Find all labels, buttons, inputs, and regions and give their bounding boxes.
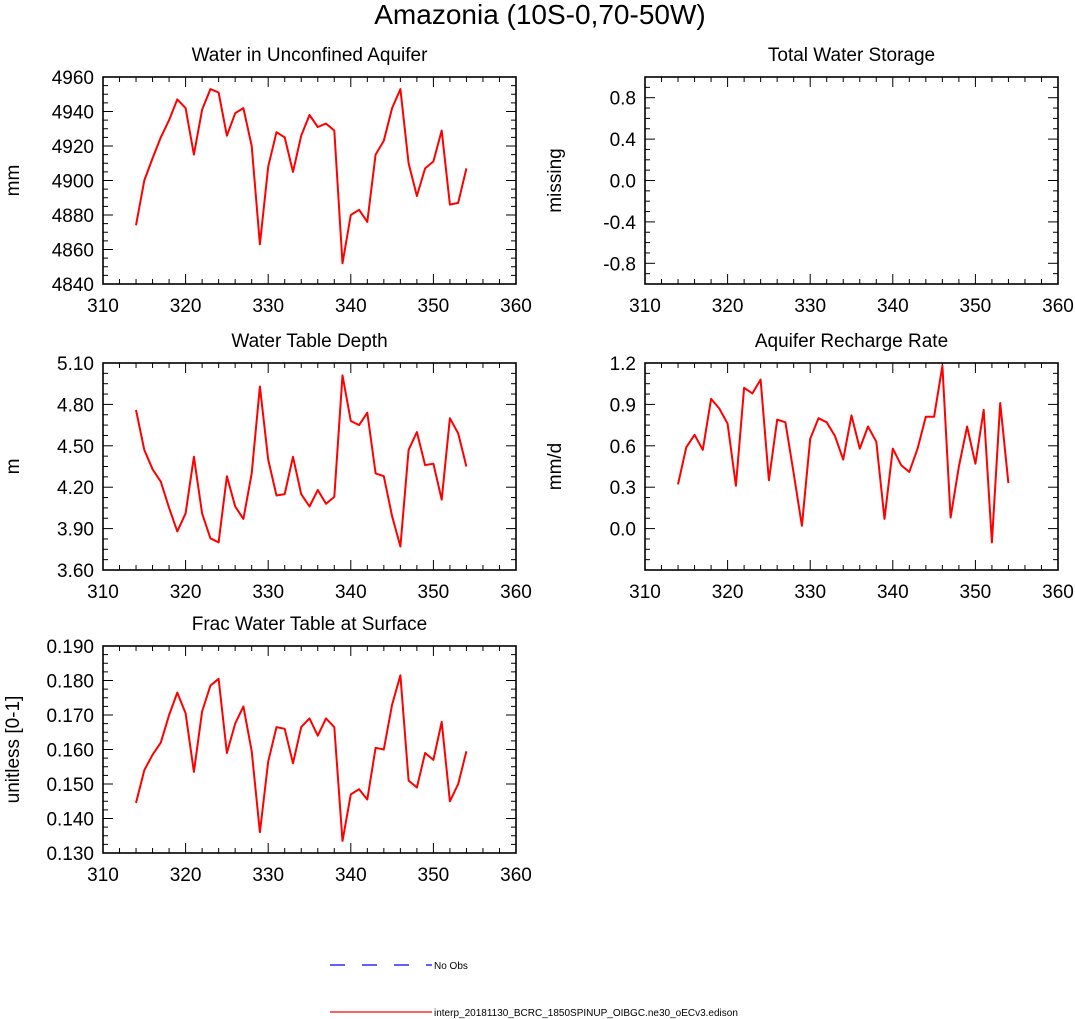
x-tick-label: 360 (500, 296, 532, 317)
x-tick-label: 350 (418, 296, 450, 317)
x-tick-label: 350 (418, 582, 450, 603)
panel-title: Total Water Storage (768, 45, 935, 66)
x-tick-label: 360 (1042, 296, 1074, 317)
y-tick-label: 0.140 (46, 810, 94, 831)
x-tick-label: 340 (335, 865, 367, 886)
x-tick-label: 340 (335, 296, 367, 317)
y-tick-label: 4940 (52, 103, 94, 124)
y-tick-label: 0.0 (610, 520, 636, 541)
panel-frac: Frac Water Table at Surface 310 320 330 340 3… (3, 614, 532, 886)
y-tick-label: 0.160 (46, 741, 94, 762)
y-tick-label: 4880 (52, 206, 94, 227)
legend: No Obs interp_20181130_BCRC_1850SPINUP_O… (330, 961, 738, 1019)
x-tick-label: 360 (1042, 582, 1074, 603)
x-tick-label: 320 (712, 582, 744, 603)
x-tick-label: 310 (87, 865, 119, 886)
x-tick-label: 320 (712, 296, 744, 317)
y-tick-label: 0.8 (610, 89, 636, 110)
x-tick-label: 360 (500, 865, 532, 886)
legend-model-label: interp_20181130_BCRC_1850SPINUP_OIBGC.ne… (434, 1008, 738, 1019)
y-tick-label: 4.80 (57, 395, 94, 416)
x-tick-label: 330 (794, 582, 826, 603)
y-tick-label: 4920 (52, 137, 94, 158)
x-tick-label: 320 (170, 296, 202, 317)
y-tick-label: 4.50 (57, 437, 94, 458)
y-tick-label: 0.150 (46, 775, 94, 796)
x-tick-label: 310 (629, 296, 661, 317)
x-tick-label: 330 (252, 296, 284, 317)
panel-tws: Total Water Storage 310 320 330 340 350 360 -0.… (545, 45, 1074, 317)
x-tick-label: 320 (170, 865, 202, 886)
y-tick-label: 0.0 (610, 172, 636, 193)
y-axis-label: unitless [0-1] (3, 696, 24, 804)
y-tick-label: 0.4 (610, 130, 637, 151)
plot-frame (644, 76, 1059, 285)
y-axis-label: m (3, 459, 24, 475)
x-tick-label: 310 (629, 582, 661, 603)
y-axis-label: mm (3, 165, 24, 197)
x-tick-label: 340 (877, 296, 909, 317)
panel-title: Water in Unconfined Aquifer (192, 45, 429, 66)
panel-recharge: Aquifer Recharge Rate 310 320 330 340 350 360 0… (545, 331, 1074, 603)
y-tick-label: 4.20 (57, 478, 94, 499)
y-tick-label: 0.180 (46, 672, 94, 693)
panel-title: Frac Water Table at Surface (192, 614, 428, 635)
x-tick-label: 310 (87, 296, 119, 317)
x-tick-label: 350 (418, 865, 450, 886)
panel-title: Aquifer Recharge Rate (755, 331, 948, 352)
figure-title: Amazonia (10S-0,70-50W) (374, 0, 705, 30)
panel-wtd: Water Table Depth 310 320 330 340 350 360 3.60 3… (3, 331, 532, 603)
plot-frame (102, 76, 517, 285)
y-tick-label: 0.170 (46, 706, 94, 727)
x-tick-label: 330 (252, 582, 284, 603)
y-tick-label: -0.4 (603, 213, 636, 234)
plot-frame (102, 362, 517, 571)
series-line-unconfined (135, 88, 468, 265)
y-tick-label: 0.6 (610, 437, 636, 458)
y-tick-label: 0.130 (46, 844, 94, 865)
y-tick-label: 3.90 (57, 520, 94, 541)
series-line-frac (135, 674, 468, 842)
x-tick-label: 350 (960, 296, 992, 317)
series-line-wtd (135, 374, 468, 548)
y-tick-label: 5.10 (57, 354, 94, 375)
x-tick-label: 330 (252, 865, 284, 886)
x-tick-label: 340 (335, 582, 367, 603)
y-tick-label: 3.60 (57, 561, 94, 582)
chart-panels: Water in Unconfined Aquifer 310 320 330 340 3… (3, 45, 1074, 886)
panel-title: Water Table Depth (231, 331, 387, 352)
y-tick-label: 0.9 (610, 395, 636, 416)
panel-unconfined: Water in Unconfined Aquifer 310 320 330 340 3… (3, 45, 532, 317)
y-tick-label: 4900 (52, 172, 94, 193)
y-tick-label: 4840 (52, 275, 94, 296)
y-tick-label: 4860 (52, 241, 94, 262)
y-tick-label: 1.2 (610, 354, 636, 375)
y-tick-label: 0.3 (610, 478, 636, 499)
x-tick-label: 350 (960, 582, 992, 603)
y-tick-label: 0.190 (46, 637, 94, 658)
y-axis-label: missing (545, 148, 566, 212)
legend-obs-label: No Obs (434, 961, 468, 972)
plot-frame (102, 645, 517, 854)
x-tick-label: 340 (877, 582, 909, 603)
y-tick-label: -0.8 (603, 254, 636, 275)
x-tick-label: 320 (170, 582, 202, 603)
y-axis-label: mm/d (545, 443, 566, 491)
x-tick-label: 310 (87, 582, 119, 603)
x-tick-label: 360 (500, 582, 532, 603)
series-line-recharge (677, 364, 1010, 544)
x-tick-label: 330 (794, 296, 826, 317)
y-tick-label: 4960 (52, 68, 94, 89)
